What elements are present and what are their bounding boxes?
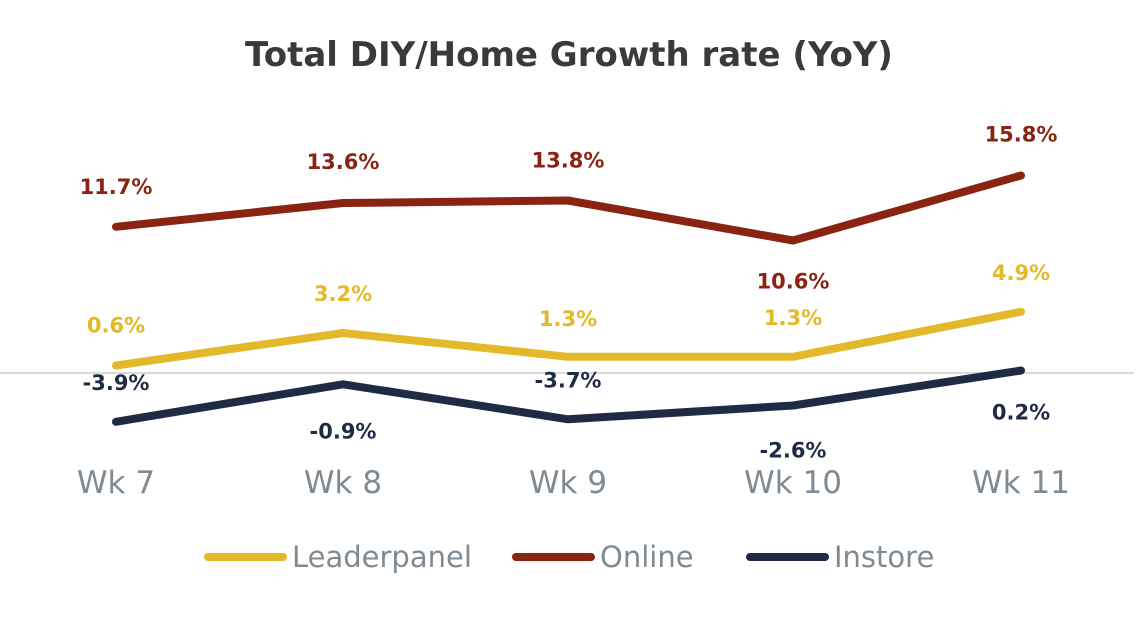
legend-label-leaderpanel: Leaderpanel [292,540,472,574]
data-label-online: 13.8% [532,149,605,173]
data-label-online: 10.6% [757,270,830,294]
data-point-leaderpanel [792,356,794,358]
data-label-online: 15.8% [985,123,1058,147]
data-point-instore [792,405,794,406]
data-label-instore: 0.2% [992,401,1050,425]
data-point-leaderpanel [567,356,569,358]
data-label-instore: -3.7% [535,368,602,392]
data-label-online: 11.7% [80,175,153,199]
series-line-online [112,171,1025,245]
chart-title: Total DIY/Home Growth rate (YoY) [245,35,893,75]
data-label-instore: -0.9% [310,419,377,443]
data-label-leaderpanel: 3.2% [314,282,372,306]
x-tick-label: Wk 10 [744,465,842,501]
data-point-leaderpanel [1020,311,1022,313]
data-point-instore [567,418,569,420]
legend-label-online: Online [600,540,694,574]
data-point-leaderpanel [342,332,344,334]
data-label-online: 13.6% [307,150,380,174]
data-point-instore [342,383,344,385]
plot-area: 0.6% 3.2% 1.3% 1.3% 4.9% 11.7% 13.6% 13.8% 10.6%… [0,123,1134,463]
data-point-online [342,202,344,204]
data-point-online [792,240,794,241]
data-point-instore [1020,370,1022,371]
x-axis-ticks: Wk 7 Wk 8 Wk 9 Wk 10 Wk 11 [77,465,1070,501]
data-label-leaderpanel: 0.6% [87,314,145,338]
legend-label-instore: Instore [834,540,934,574]
data-label-leaderpanel: 4.9% [992,261,1050,285]
data-point-instore [115,421,117,423]
data-label-instore: -3.9% [83,371,150,395]
x-tick-label: Wk 9 [529,465,607,501]
x-tick-label: Wk 8 [304,465,382,501]
legend: Leaderpanel Online Instore [204,540,934,574]
data-point-online [567,200,569,201]
data-point-leaderpanel [115,365,117,366]
data-point-online [115,226,117,228]
data-point-online [1020,175,1022,176]
data-label-leaderpanel: 1.3% [764,306,822,330]
x-tick-label: Wk 11 [972,465,1070,501]
data-label-instore: -2.6% [760,439,827,463]
x-tick-label: Wk 7 [77,465,155,501]
data-label-leaderpanel: 1.3% [539,307,597,331]
